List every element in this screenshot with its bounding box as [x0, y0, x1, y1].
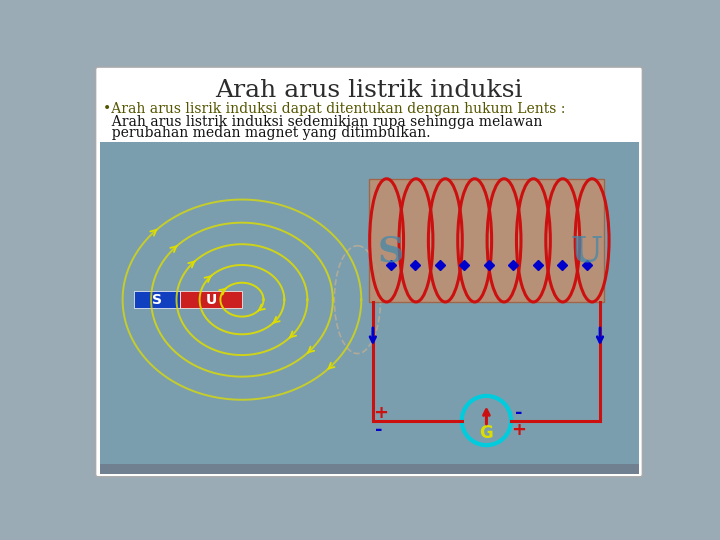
Bar	[99, 464, 639, 475]
Text: G: G	[480, 424, 493, 442]
Text: S: S	[377, 235, 403, 269]
Text: •Arah arus lisrik induksi dapat ditentukan dengan hukum Lents :: •Arah arus lisrik induksi dapat ditentuk…	[104, 103, 566, 117]
Text: -: -	[515, 404, 523, 422]
Text: Arah arus listrik induksi sedemikian rupa sehingga melawan: Arah arus listrik induksi sedemikian rup…	[104, 115, 543, 129]
Text: +: +	[511, 421, 526, 439]
Bar	[180, 291, 242, 308]
Text: S: S	[152, 293, 162, 307]
FancyBboxPatch shape	[96, 67, 642, 477]
Text: +: +	[373, 404, 388, 422]
Text: -: -	[375, 421, 383, 439]
Text: U: U	[205, 293, 217, 307]
Text: U: U	[571, 235, 603, 269]
Bar	[134, 291, 180, 308]
Text: Arah arus listrik induksi: Arah arus listrik induksi	[215, 79, 523, 102]
FancyBboxPatch shape	[369, 179, 604, 302]
Bar	[99, 142, 639, 465]
Text: perubahan medan magnet yang ditimbulkan.: perubahan medan magnet yang ditimbulkan.	[104, 126, 431, 139]
